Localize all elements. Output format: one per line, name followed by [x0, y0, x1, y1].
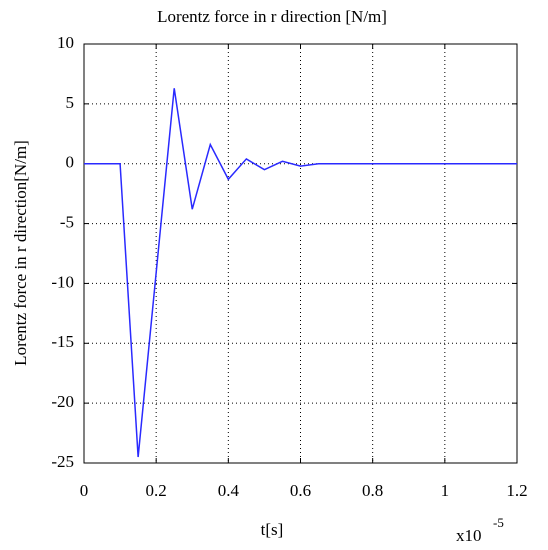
y-tick-label: -10	[51, 272, 74, 291]
x-tick-label: 0.2	[146, 481, 167, 500]
x-tick-label: 0.4	[218, 481, 240, 500]
y-tick-label: 5	[66, 93, 75, 112]
x-tick-label: 1	[441, 481, 450, 500]
y-tick-label: 10	[57, 33, 74, 52]
y-tick-label: -15	[51, 332, 74, 351]
chart-title: Lorentz force in r direction [N/m]	[157, 7, 387, 26]
x-tick-label: 0.8	[362, 481, 383, 500]
y-axis-label: Lorentz force in r direction[N/m]	[11, 140, 30, 366]
y-tick-label: 0	[66, 153, 75, 172]
x-tick-label: 0.6	[290, 481, 311, 500]
plot-frame	[83, 43, 518, 464]
x-scale-label: x10	[456, 526, 482, 545]
x-tick-label: 0	[80, 481, 89, 500]
data-line	[84, 88, 517, 458]
x-tick-label: 1.2	[506, 481, 527, 500]
y-tick-label: -5	[60, 212, 74, 231]
x-axis-label: t[s]	[261, 520, 284, 539]
y-tick-label: -25	[51, 452, 74, 471]
y-tick-label: -20	[51, 392, 74, 411]
x-scale-exponent: -5	[493, 515, 504, 530]
